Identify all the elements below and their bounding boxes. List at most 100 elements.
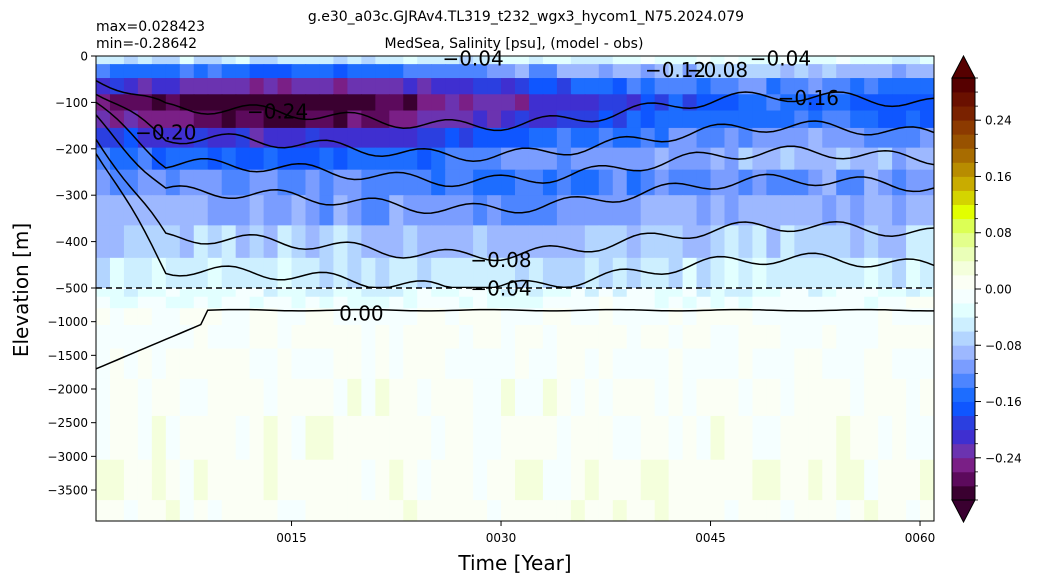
heatmap-cell [96,415,111,461]
heatmap-cell [794,257,809,288]
heatmap-cell [822,64,837,79]
heatmap-cell [347,225,362,259]
heatmap-cell [459,296,474,309]
heatmap-cell [752,94,767,112]
heatmap-cell [179,169,195,196]
y-tick-label: −1500 [47,349,88,363]
heatmap-cell [137,308,153,326]
heatmap-cell [515,225,530,259]
heatmap-cell [417,78,432,95]
heatmap-cell [738,308,754,326]
heatmap-cell [459,225,474,259]
heatmap-cell [738,225,754,259]
heatmap-cell [710,127,726,149]
heatmap-cell [794,147,809,171]
heatmap-cell [528,56,544,65]
heatmap-cell [682,289,698,298]
heatmap-cell [752,147,767,171]
heatmap-cell [780,296,795,309]
heatmap-cell [542,110,558,129]
heatmap-cell [640,64,656,79]
heatmap-cell [864,415,879,461]
heatmap-cell [361,225,376,259]
heatmap-cell [417,56,432,65]
heatmap-cell [445,325,460,350]
heatmap-cell [417,289,432,298]
heatmap-cell [528,195,544,226]
heatmap-cell [878,195,893,226]
heatmap-cell [151,110,167,129]
colorbar-tick-label: 0.00 [985,283,1012,297]
y-axis-lower: −1000 −1500 −2000 −2500 −3000 −3500 [47,315,96,498]
heatmap-cell [780,195,795,226]
heatmap-cell [221,169,237,196]
heatmap-cell [542,325,558,350]
heatmap-cell [878,64,893,79]
heatmap-cell [766,56,781,65]
heatmap-cell [878,378,893,417]
heatmap-cell [473,378,488,417]
heatmap-cell [808,257,823,288]
heatmap-cell [808,325,823,350]
heatmap-cell [794,56,809,65]
heatmap-cell [501,56,516,65]
heatmap-cell [235,308,251,326]
heatmap-cell [598,225,614,259]
heatmap-cell [487,415,502,461]
heatmap-cell [640,289,656,298]
heatmap-cell [556,459,572,501]
heatmap-cell [696,127,712,149]
heatmap-cell [794,325,809,350]
heatmap-cell [319,415,335,461]
heatmap-cell [584,325,600,350]
heatmap-cell [109,169,125,196]
heatmap-cell [403,257,418,288]
heatmap-cell [96,127,111,149]
heatmap-cell [710,348,726,380]
heatmap-cell [850,296,865,309]
heatmap-cell [96,257,111,288]
heatmap-cell [528,64,544,79]
heatmap-cell [151,378,167,417]
heatmap-cell [654,348,670,380]
heatmap-cell [179,500,195,521]
heatmap-cell [207,94,223,112]
heatmap-cell [668,325,684,350]
heatmap-cell [235,147,251,171]
heatmap-cell [808,459,823,501]
heatmap-cell [123,308,139,326]
heatmap-cell [598,127,614,149]
heatmap-cell [710,64,726,79]
heatmap-cell [920,289,934,298]
heatmap-cell [542,127,558,149]
heatmap-cell [207,147,223,171]
heatmap-cell [207,325,223,350]
heatmap-cell [626,415,642,461]
heatmap-cell [193,308,209,326]
heatmap-cell [249,348,265,380]
heatmap-cell [403,78,418,95]
heatmap-cell [626,459,642,501]
heatmap-cell [612,459,628,501]
heatmap-cell [542,296,558,309]
heatmap-cell [193,348,209,380]
heatmap-cell [724,64,740,79]
heatmap-cell [556,325,572,350]
heatmap-cell [920,147,934,171]
heatmap-cell [780,94,795,112]
heatmap-cell [403,289,418,298]
heatmap-cell [403,147,418,171]
heatmap-cell [221,127,237,149]
heatmap-cell [864,325,879,350]
heatmap-cell [612,169,628,196]
heatmap-cell [920,257,934,288]
heatmap-cell [724,296,740,309]
heatmap-cell [361,289,376,298]
heatmap-cell [808,296,823,309]
heatmap-cell [389,56,404,65]
heatmap-cell [556,127,572,149]
colorbar-bin [952,176,975,191]
heatmap-cell [487,64,502,79]
heatmap-cell [682,147,698,171]
heatmap-cell [291,78,307,95]
